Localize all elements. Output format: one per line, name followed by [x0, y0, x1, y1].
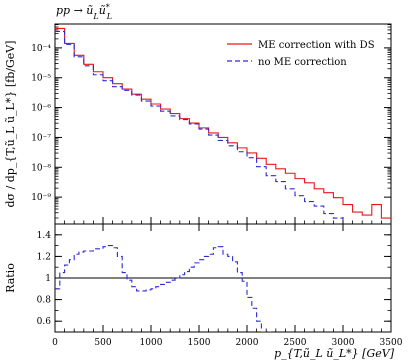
ratio-x-ticks: 0 500 1000 1500 2000 2500 3000 3500	[52, 224, 403, 348]
main-y-tick-label: 10⁻⁸	[31, 163, 51, 173]
ratio-y-ticks: 1.4 1.2 1 0.8 0.6	[37, 231, 391, 333]
chart-title: pp → ũLũ* L	[56, 3, 112, 21]
main-y-tick-label: 10⁻⁶	[31, 104, 51, 114]
x-tick-label: 1500	[188, 338, 211, 348]
x-tick-label: 0	[52, 338, 58, 348]
main-y-tick-label: 10⁻⁴	[31, 44, 51, 54]
legend: ME correction with DS no ME correction	[227, 40, 375, 68]
legend-label-no-me-correction: no ME correction	[258, 57, 347, 68]
ratio-series-no-me-correction	[55, 245, 271, 332]
x-axis-label: p_{T,ũ_L ũ_L*} [GeV]	[274, 347, 395, 360]
ratio-y-tick-label: 1.2	[37, 252, 51, 262]
x-tick-label: 500	[94, 338, 111, 348]
main-series-group	[55, 27, 391, 224]
main-y-axis-label: dσ / dp_{T,ũ_L ũ_L*} [fb/GeV]	[4, 41, 17, 208]
x-tick-label: 3500	[380, 338, 403, 348]
ratio-y-tick-label: 0.8	[37, 296, 52, 306]
main-plot-frame	[54, 23, 392, 225]
main-y-tick-label: 10⁻⁷	[31, 133, 51, 143]
x-tick-label: 2000	[236, 338, 259, 348]
ratio-y-axis-label: Ratio	[4, 263, 17, 293]
main-y-tick-label: 10⁻⁵	[31, 74, 51, 84]
ratio-y-tick-label: 0.6	[37, 317, 52, 327]
ratio-y-tick-label: 1.4	[37, 231, 52, 241]
main-y-ticks: 10⁻⁴ 10⁻⁵ 10⁻⁶ 10⁻⁷ 10⁻⁸ 10⁻⁹	[31, 24, 391, 219]
x-tick-label: 3000	[332, 338, 355, 348]
x-tick-label: 1000	[140, 338, 163, 348]
main-y-tick-label: 10⁻⁹	[31, 193, 51, 203]
legend-label-me-correction: ME correction with DS	[258, 40, 375, 51]
ratio-y-tick-label: 1	[45, 274, 51, 284]
x-tick-label: 2500	[284, 338, 307, 348]
main-x-ticks	[54, 217, 392, 224]
series-line-no-me-correction	[55, 30, 354, 224]
ratio-series-group	[55, 245, 391, 332]
